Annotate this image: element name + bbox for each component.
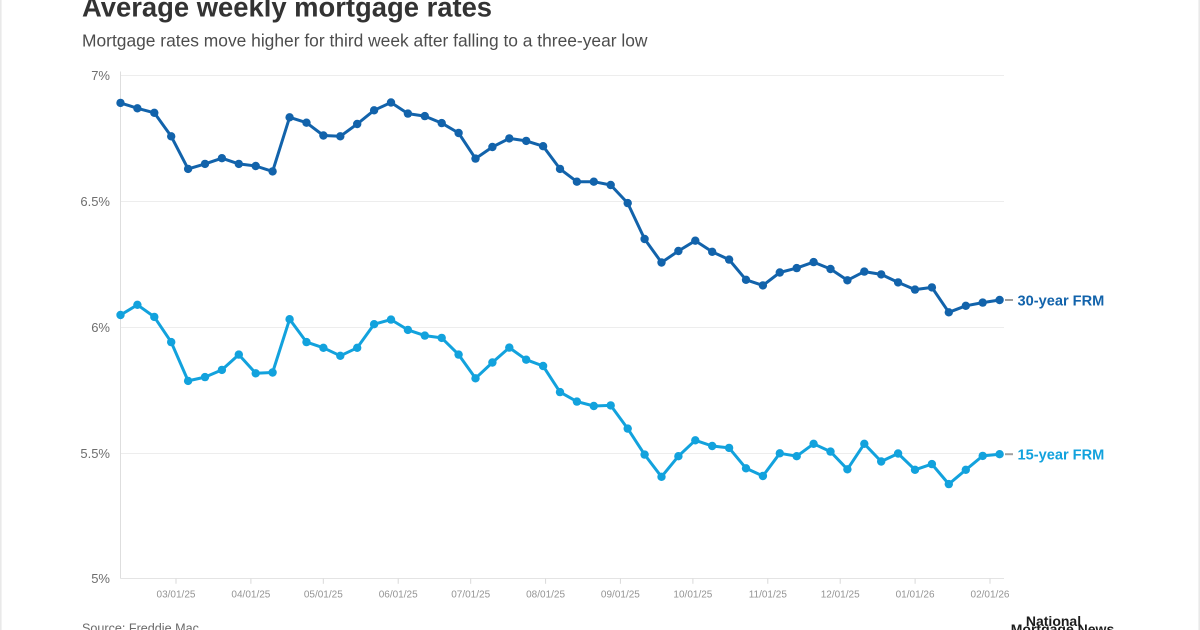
svg-text:06/01/25: 06/01/25 (379, 590, 418, 601)
svg-text:10/01/25: 10/01/25 (673, 590, 712, 601)
svg-text:02/01/26: 02/01/26 (971, 590, 1010, 601)
svg-text:01/01/26: 01/01/26 (896, 590, 935, 601)
svg-text:6%: 6% (91, 320, 110, 335)
svg-text:Mortgage News: Mortgage News (1011, 621, 1115, 630)
svg-text:15-year FRM: 15-year FRM (1018, 448, 1105, 464)
svg-text:5%: 5% (91, 571, 110, 586)
svg-text:07/01/25: 07/01/25 (451, 590, 490, 601)
svg-text:04/01/25: 04/01/25 (231, 590, 270, 601)
svg-text:National: National (1026, 613, 1081, 629)
svg-text:08/01/25: 08/01/25 (526, 590, 565, 601)
svg-text:5.5%: 5.5% (80, 446, 110, 461)
svg-text:6.5%: 6.5% (80, 194, 110, 209)
svg-text:11/01/25: 11/01/25 (749, 590, 788, 601)
svg-text:12/01/25: 12/01/25 (821, 590, 860, 601)
svg-text:30-year FRM: 30-year FRM (1018, 293, 1105, 309)
svg-text:03/01/25: 03/01/25 (157, 590, 196, 601)
svg-text:7%: 7% (91, 68, 110, 83)
svg-text:Mortgage rates move higher for: Mortgage rates move higher for third wee… (82, 31, 648, 51)
svg-text:Average weekly mortgage rates: Average weekly mortgage rates (82, 0, 492, 23)
svg-text:05/01/25: 05/01/25 (304, 590, 343, 601)
svg-text:Source: Freddie Mac: Source: Freddie Mac (82, 622, 199, 630)
svg-text:09/01/25: 09/01/25 (601, 590, 640, 601)
